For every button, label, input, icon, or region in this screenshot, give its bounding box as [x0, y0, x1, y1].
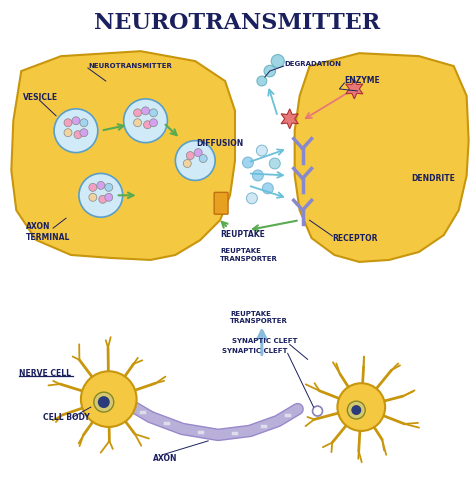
- Circle shape: [269, 158, 280, 169]
- Circle shape: [262, 183, 273, 194]
- Circle shape: [351, 405, 361, 415]
- Circle shape: [80, 128, 88, 136]
- Polygon shape: [11, 51, 235, 260]
- Text: VESICLE: VESICLE: [23, 94, 58, 102]
- Text: SYNAPTIC CLEFT: SYNAPTIC CLEFT: [222, 348, 288, 354]
- Circle shape: [105, 194, 113, 202]
- Circle shape: [199, 154, 207, 162]
- Text: REUPTAKE
TRANSPORTER: REUPTAKE TRANSPORTER: [230, 311, 288, 324]
- Polygon shape: [295, 53, 469, 262]
- Circle shape: [99, 196, 107, 203]
- Text: NEUROTRANSMITTER: NEUROTRANSMITTER: [94, 12, 380, 34]
- Circle shape: [194, 148, 202, 156]
- Circle shape: [337, 383, 385, 431]
- Circle shape: [94, 392, 114, 412]
- Circle shape: [97, 182, 105, 190]
- Circle shape: [89, 184, 97, 192]
- Circle shape: [79, 174, 123, 217]
- Text: NERVE CELL: NERVE CELL: [19, 369, 71, 378]
- Circle shape: [105, 184, 113, 192]
- Text: AXON: AXON: [153, 454, 177, 464]
- Circle shape: [264, 66, 275, 77]
- Circle shape: [312, 406, 322, 416]
- Circle shape: [243, 157, 254, 168]
- Polygon shape: [346, 79, 363, 99]
- Circle shape: [144, 121, 152, 128]
- Circle shape: [149, 119, 157, 126]
- Circle shape: [64, 128, 72, 136]
- Circle shape: [246, 193, 257, 204]
- Text: RECEPTOR: RECEPTOR: [332, 234, 378, 242]
- Circle shape: [186, 152, 194, 160]
- Text: ENZYME: ENZYME: [345, 76, 380, 86]
- Text: NEUROTRANSMITTER: NEUROTRANSMITTER: [89, 63, 173, 69]
- Polygon shape: [281, 109, 298, 128]
- Circle shape: [81, 372, 137, 427]
- Text: AXON
TERMINAL: AXON TERMINAL: [26, 222, 71, 242]
- Circle shape: [54, 109, 98, 152]
- Circle shape: [183, 160, 191, 168]
- Circle shape: [134, 109, 142, 117]
- Circle shape: [256, 145, 267, 156]
- FancyBboxPatch shape: [214, 192, 228, 214]
- Circle shape: [74, 130, 82, 138]
- Text: REUPTAKE
TRANSPORTER: REUPTAKE TRANSPORTER: [220, 248, 278, 262]
- Text: SYNAPTIC CLEFT: SYNAPTIC CLEFT: [232, 338, 298, 344]
- Circle shape: [80, 119, 88, 126]
- Circle shape: [142, 107, 149, 115]
- Text: REUPTAKE: REUPTAKE: [220, 230, 265, 238]
- Circle shape: [98, 396, 110, 408]
- Circle shape: [257, 76, 267, 86]
- Circle shape: [89, 194, 97, 202]
- Text: DENDRITE: DENDRITE: [411, 174, 455, 183]
- Text: DEGRADATION: DEGRADATION: [285, 61, 342, 67]
- Circle shape: [271, 54, 284, 68]
- Circle shape: [134, 119, 142, 126]
- Circle shape: [124, 99, 167, 142]
- Circle shape: [347, 401, 365, 419]
- Circle shape: [72, 117, 80, 124]
- Circle shape: [149, 109, 157, 117]
- Circle shape: [175, 140, 215, 180]
- Text: CELL BODY: CELL BODY: [43, 412, 90, 422]
- Circle shape: [253, 170, 264, 181]
- Circle shape: [64, 119, 72, 126]
- Text: DIFFUSION: DIFFUSION: [196, 139, 244, 148]
